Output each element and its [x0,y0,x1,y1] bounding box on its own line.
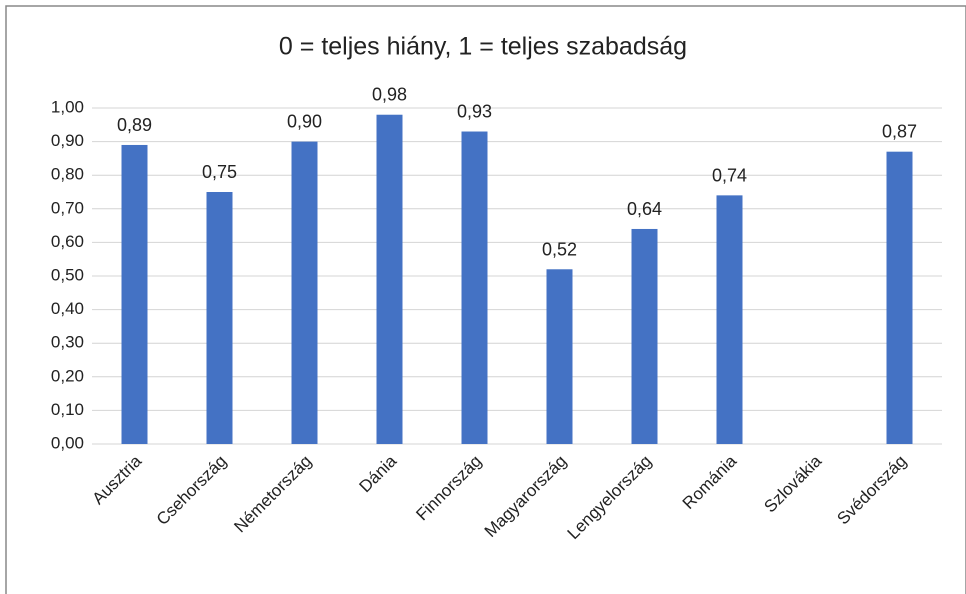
y-tick-label: 0,50 [51,265,84,284]
data-label: 0,90 [287,112,322,132]
x-tick-label: Dánia [355,451,400,496]
bar [546,269,573,444]
bar [886,151,913,444]
data-label: 0,75 [202,162,237,182]
x-tick-label: Csehország [153,451,231,529]
y-tick-label: 0,10 [51,400,84,419]
x-tick-label: Szlovákia [760,451,825,516]
bar [121,144,148,444]
bar [716,195,743,444]
y-tick-label: 0,30 [51,333,84,352]
data-label: 0,52 [542,239,577,259]
x-tick-label: Finnország [412,451,485,524]
y-tick-label: 0,00 [51,433,84,452]
y-tick-label: 0,70 [51,198,84,217]
y-tick-label: 0,20 [51,366,84,385]
bar [291,141,318,444]
y-tick-label: 0,60 [51,232,84,251]
x-tick-label: Magyarország [481,451,571,541]
x-tick-label: Németország [230,451,315,536]
data-label: 0,93 [457,102,492,122]
x-tick-label: Ausztria [88,451,145,508]
x-tick-label: Svédország [833,451,910,528]
data-label: 0,74 [712,165,747,185]
data-label: 0,64 [627,199,662,219]
bar [206,192,233,444]
data-label: 0,87 [882,122,917,142]
bar [461,131,488,444]
chart-border [5,5,966,594]
y-tick-label: 0,90 [51,131,84,150]
y-tick-label: 0,40 [51,299,84,318]
data-label: 0,89 [117,115,152,135]
x-tick-label: Lengyelország [564,451,656,543]
y-tick-label: 1,00 [51,97,84,116]
bar [376,114,403,444]
y-tick-label: 0,80 [51,165,84,184]
bar [631,228,658,444]
x-tick-label: Románia [679,451,741,513]
chart-title: 0 = teljes hiány, 1 = teljes szabadság [279,33,687,61]
data-label: 0,98 [372,85,407,105]
